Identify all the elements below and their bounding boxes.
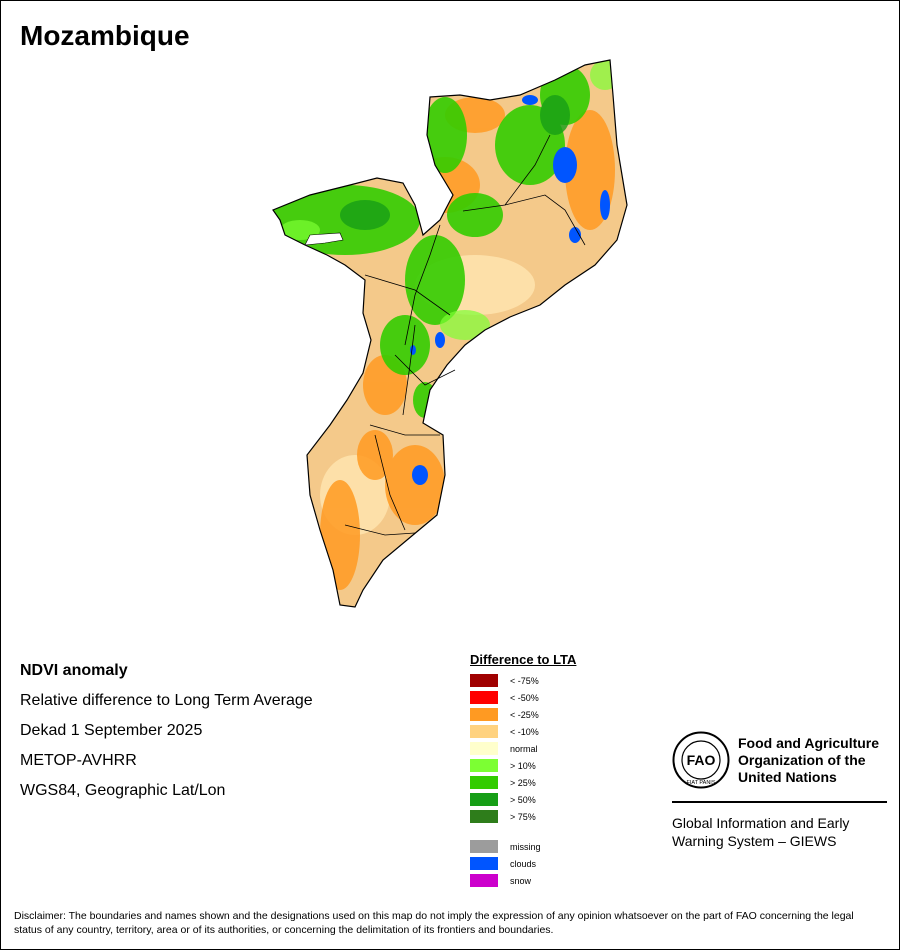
- info-sensor: METOP-AVHRR: [20, 752, 137, 769]
- program-name: Global Information and Early Warning Sys…: [672, 814, 849, 850]
- legend-items: < -75% < -50% < -25% < -10% normal > 10% > 25%…: [470, 672, 576, 825]
- legend-swatch: [470, 759, 498, 772]
- legend-extra-items: missing clouds snow: [470, 838, 576, 889]
- fao-logo-motto: FIAT PANIS: [686, 780, 715, 786]
- legend-swatch: [470, 810, 498, 823]
- legend-label: normal: [510, 743, 538, 754]
- legend-label: < -50%: [510, 692, 539, 703]
- legend-label: < -10%: [510, 726, 539, 737]
- legend-label: missing: [510, 841, 541, 852]
- map-title: Mozambique: [20, 20, 190, 51]
- ndvi-anomaly-layer: [273, 60, 627, 607]
- legend-item: snow: [470, 872, 576, 889]
- legend-swatch: [470, 857, 498, 870]
- divider: [672, 801, 887, 803]
- legend-item: < -10%: [470, 723, 576, 740]
- legend-swatch: [470, 793, 498, 806]
- legend-swatch: [470, 725, 498, 738]
- organization-name: Food and Agriculture Organization of the…: [738, 735, 879, 786]
- info-product: NDVI anomaly: [20, 662, 128, 679]
- legend-item: > 50%: [470, 791, 576, 808]
- organization-name-line: United Nations: [738, 769, 837, 785]
- legend-label: clouds: [510, 858, 537, 869]
- legend-item: missing: [470, 838, 576, 855]
- province-boundaries: [344, 134, 586, 536]
- fao-logo-text: FAO: [687, 752, 716, 768]
- legend-item: normal: [470, 740, 576, 757]
- legend-item: < -25%: [470, 706, 576, 723]
- organization-name-line: Organization of the: [738, 752, 866, 768]
- legend-swatch: [470, 691, 498, 704]
- fao-logo: FAO FIAT PANIS: [672, 731, 730, 789]
- legend-swatch: [470, 776, 498, 789]
- legend-item: < -75%: [470, 672, 576, 689]
- legend-item: > 75%: [470, 808, 576, 825]
- legend-item: > 25%: [470, 774, 576, 791]
- program-name-line: Global Information and Early: [672, 815, 850, 831]
- legend-item: > 10%: [470, 757, 576, 774]
- info-projection: WGS84, Geographic Lat/Lon: [20, 782, 226, 799]
- legend-swatch: [470, 742, 498, 755]
- legend-swatch: [470, 840, 498, 853]
- organization-name-line: Food and Agriculture: [738, 735, 880, 751]
- legend-swatch: [470, 708, 498, 721]
- info-period: Dekad 1 September 2025: [20, 722, 203, 739]
- legend-swatch: [470, 874, 498, 887]
- legend: Difference to LTA < -75% < -50% < -25% < -1…: [470, 652, 576, 889]
- disclaimer: Disclaimer: The boundaries and names sho…: [14, 910, 854, 936]
- map-info: NDVI anomaly Relative difference to Long…: [20, 656, 313, 806]
- mozambique-ndvi-map: [272, 59, 628, 608]
- legend-item: clouds: [470, 855, 576, 872]
- legend-swatch: [470, 674, 498, 687]
- legend-title: Difference to LTA: [470, 652, 577, 667]
- legend-label: > 10%: [510, 760, 536, 771]
- legend-label: < -25%: [510, 709, 539, 720]
- legend-label: > 75%: [510, 811, 536, 822]
- info-description: Relative difference to Long Term Average: [20, 692, 313, 709]
- legend-label: > 50%: [510, 794, 536, 805]
- program-name-line: Warning System – GIEWS: [672, 833, 837, 849]
- legend-label: < -75%: [510, 675, 539, 686]
- legend-label: snow: [510, 875, 532, 886]
- legend-item: < -50%: [470, 689, 576, 706]
- legend-label: > 25%: [510, 777, 536, 788]
